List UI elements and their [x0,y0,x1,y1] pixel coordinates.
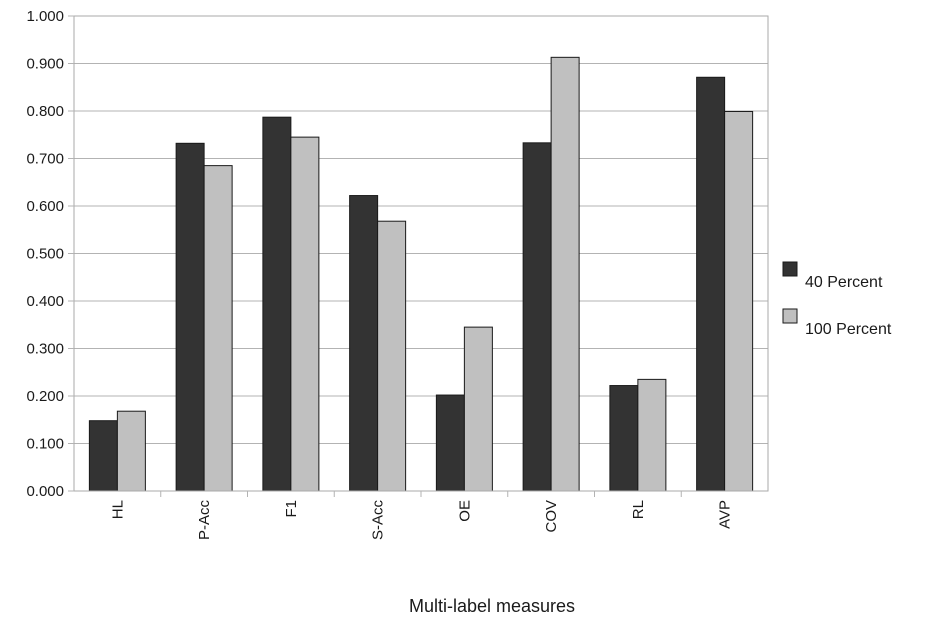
x-tick-label: OE [456,500,473,522]
bar-s-acc-100-percent [377,220,407,492]
x-axis-title: Multi-label measures [409,596,575,616]
bar-hl-40-percent [88,420,118,492]
x-axis-ticks: HL P-Acc F1 S-Acc OE COV RL AVP [109,491,734,541]
y-tick-label: 0.900 [26,56,64,73]
bar-cov-40-percent [522,142,552,492]
y-tick-label: 0.500 [26,246,64,263]
bar-s-acc-40-percent [349,195,379,492]
x-tick-label: P-Acc [196,500,213,541]
x-tick-label: AVP [717,500,734,529]
x-tick-label: HL [109,500,126,519]
y-tick-label: 1.000 [26,8,64,25]
bar-hl-100-percent [116,410,146,492]
y-tick-label: 0.600 [26,198,64,215]
bar-f1-100-percent [290,136,320,492]
x-tick-label: F1 [283,500,300,518]
y-axis-ticks: 0.000 0.100 0.200 0.300 0.400 0.500 0.600 0.700… [26,8,74,500]
legend-label: 40 Percent [805,274,883,291]
y-tick-label: 0.100 [26,436,64,453]
legend-swatch [782,261,798,277]
bar-oe-40-percent [435,394,465,492]
y-tick-label: 0.000 [26,483,64,500]
bar-rl-100-percent [637,378,667,492]
bars [88,56,754,492]
legend-swatch [782,308,798,324]
x-tick-label: RL [630,500,647,519]
bar-oe-100-percent [463,326,493,492]
x-tick-label: S-Acc [370,500,387,541]
bar-p-acc-40-percent [175,142,205,492]
y-tick-label: 0.800 [26,103,64,120]
bar-cov-100-percent [550,56,580,492]
bar-rl-40-percent [609,385,639,492]
y-tick-label: 0.400 [26,293,64,310]
legend-label: 100 Percent [805,321,892,338]
y-tick-label: 0.300 [26,341,64,358]
bar-f1-40-percent [262,116,292,492]
bar-p-acc-100-percent [203,165,233,492]
y-tick-label: 0.700 [26,151,64,168]
bar-avp-100-percent [724,110,754,492]
x-tick-label: COV [543,500,560,533]
y-tick-label: 0.200 [26,388,64,405]
legend: 40 Percent 100 Percent [782,261,892,338]
bar-avp-40-percent [696,76,726,492]
